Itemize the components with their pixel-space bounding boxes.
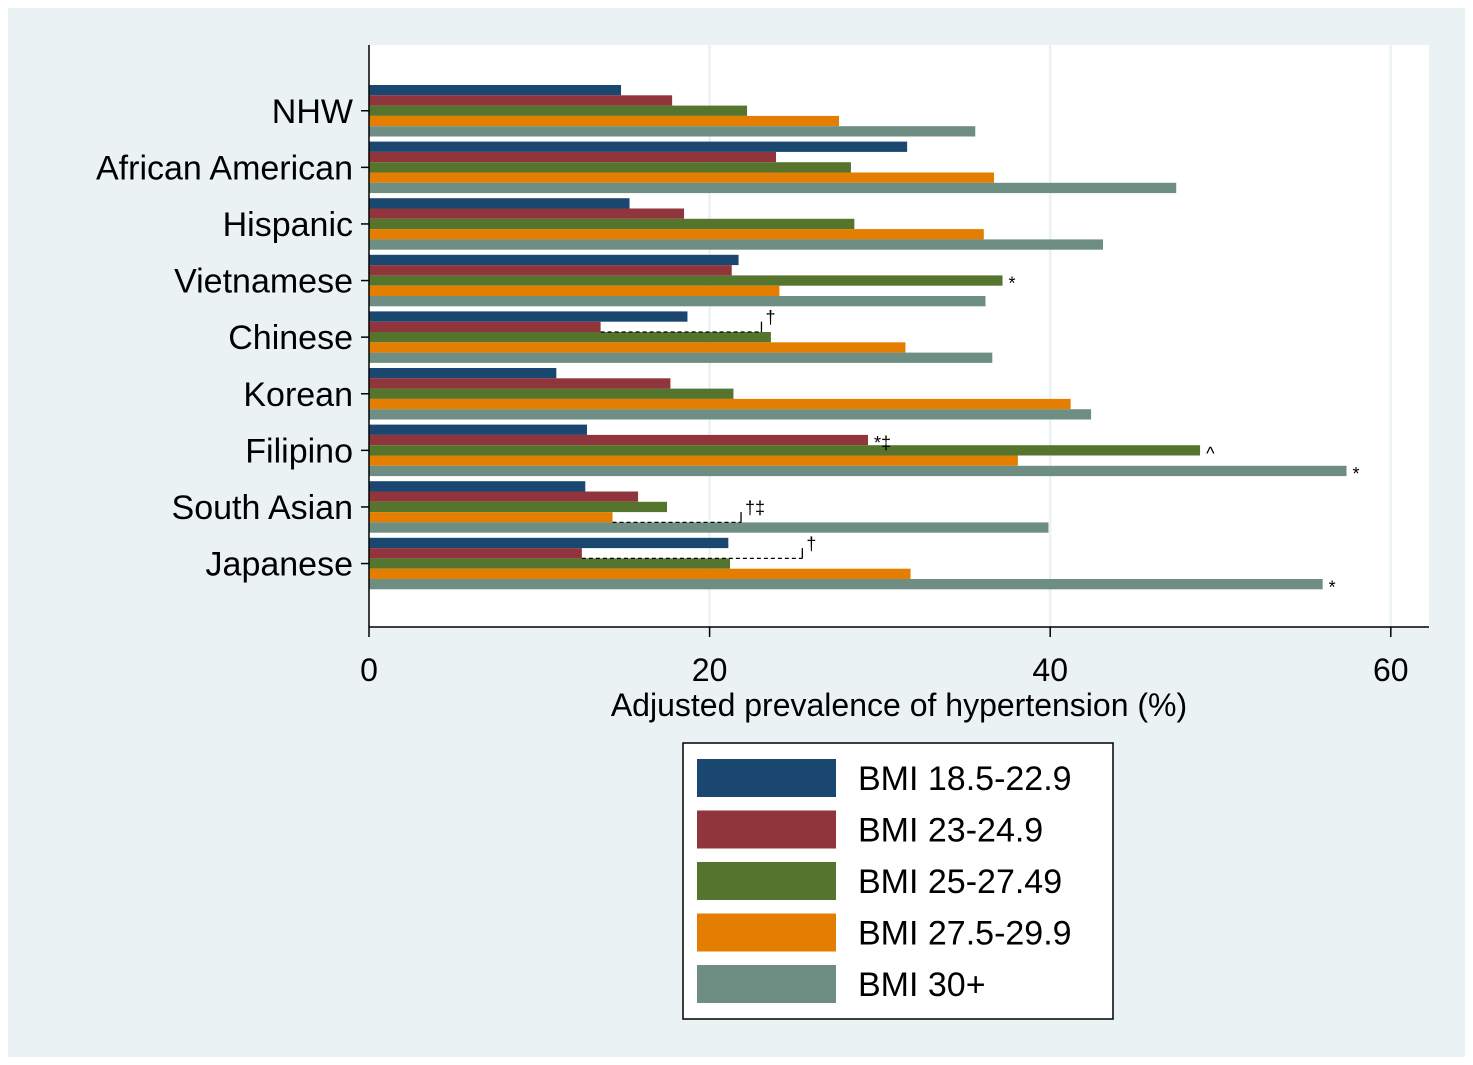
bar <box>369 491 639 502</box>
category-label: NHW <box>272 93 353 131</box>
legend-label: BMI 25-27.49 <box>858 863 1062 901</box>
significance-marker: * <box>1353 464 1360 484</box>
comparison-marker: † <box>806 534 816 554</box>
bars <box>369 85 1347 590</box>
bar <box>369 378 671 389</box>
comparison-marker: † <box>765 308 775 328</box>
x-tick-label: 0 <box>360 652 378 688</box>
bar <box>369 208 685 219</box>
bar <box>369 398 1071 410</box>
bar <box>369 172 995 183</box>
annotations: * *‡ ^ * * † †‡ † <box>581 274 1360 597</box>
bar <box>369 105 748 116</box>
bar <box>369 465 1347 477</box>
category-label: Japanese <box>206 546 353 584</box>
category-label: Chinese <box>228 319 353 357</box>
bar <box>369 151 777 163</box>
bar <box>369 162 851 173</box>
bar <box>369 265 732 276</box>
legend-swatch <box>697 913 836 952</box>
legend: BMI 18.5-22.9 BMI 23-24.9 BMI 25-27.49 BMI … <box>682 742 1114 1020</box>
x-tick-label: 40 <box>1032 652 1068 688</box>
bar <box>369 558 731 569</box>
bar <box>369 218 855 230</box>
bar <box>369 455 1018 466</box>
x-tick-label: 60 <box>1373 652 1409 688</box>
bar <box>369 501 668 513</box>
bar <box>369 285 780 296</box>
bar <box>369 409 1092 420</box>
bar <box>369 568 911 579</box>
bar <box>369 311 688 322</box>
legend-label: BMI 18.5-22.9 <box>858 760 1072 798</box>
legend-swatch <box>697 965 836 1003</box>
category-label: Filipino <box>245 432 353 470</box>
bar <box>369 352 993 363</box>
legend-label: BMI 23-24.9 <box>858 812 1043 850</box>
x-axis-title: Adjusted prevalence of hypertension (%) <box>611 687 1187 723</box>
axes: 0 20 40 60 NHW African American Hispanic Vietna… <box>96 45 1429 688</box>
bar <box>369 512 613 523</box>
bar <box>369 115 840 127</box>
bar <box>369 388 734 399</box>
comparison-marker: †‡ <box>745 498 765 518</box>
bar <box>369 296 986 307</box>
bar <box>369 424 587 435</box>
category-label: South Asian <box>172 489 353 527</box>
category-label: Korean <box>243 376 353 414</box>
category-label: African American <box>96 149 353 187</box>
bar <box>369 229 984 240</box>
legend-swatch <box>697 810 836 849</box>
category-label: Hispanic <box>223 206 353 244</box>
bar <box>369 342 906 353</box>
bar <box>369 537 729 549</box>
bar <box>369 434 868 446</box>
bar <box>369 85 622 96</box>
legend-swatch <box>697 862 836 900</box>
category-label: Vietnamese <box>174 263 353 301</box>
bar <box>369 141 908 152</box>
significance-marker: * <box>1329 577 1336 597</box>
bar <box>369 368 557 379</box>
bar <box>369 198 630 209</box>
bar <box>369 239 1103 250</box>
bar <box>369 481 586 492</box>
significance-marker: *‡ <box>874 433 891 453</box>
bar <box>369 522 1049 533</box>
legend-swatch <box>697 759 836 797</box>
x-tick-label: 20 <box>692 652 728 688</box>
legend-label: BMI 27.5-29.9 <box>858 915 1072 953</box>
bar <box>369 548 582 559</box>
bar <box>369 275 1003 286</box>
significance-marker: * <box>1009 274 1016 294</box>
legend-label: BMI 30+ <box>858 966 986 1004</box>
bar <box>369 445 1201 456</box>
bar <box>369 579 1323 590</box>
bar <box>369 254 739 266</box>
bar <box>369 332 771 343</box>
significance-marker: ^ <box>1206 444 1215 464</box>
bar <box>369 95 673 106</box>
bar <box>369 126 976 137</box>
bar <box>369 182 1177 194</box>
bar <box>369 321 601 332</box>
